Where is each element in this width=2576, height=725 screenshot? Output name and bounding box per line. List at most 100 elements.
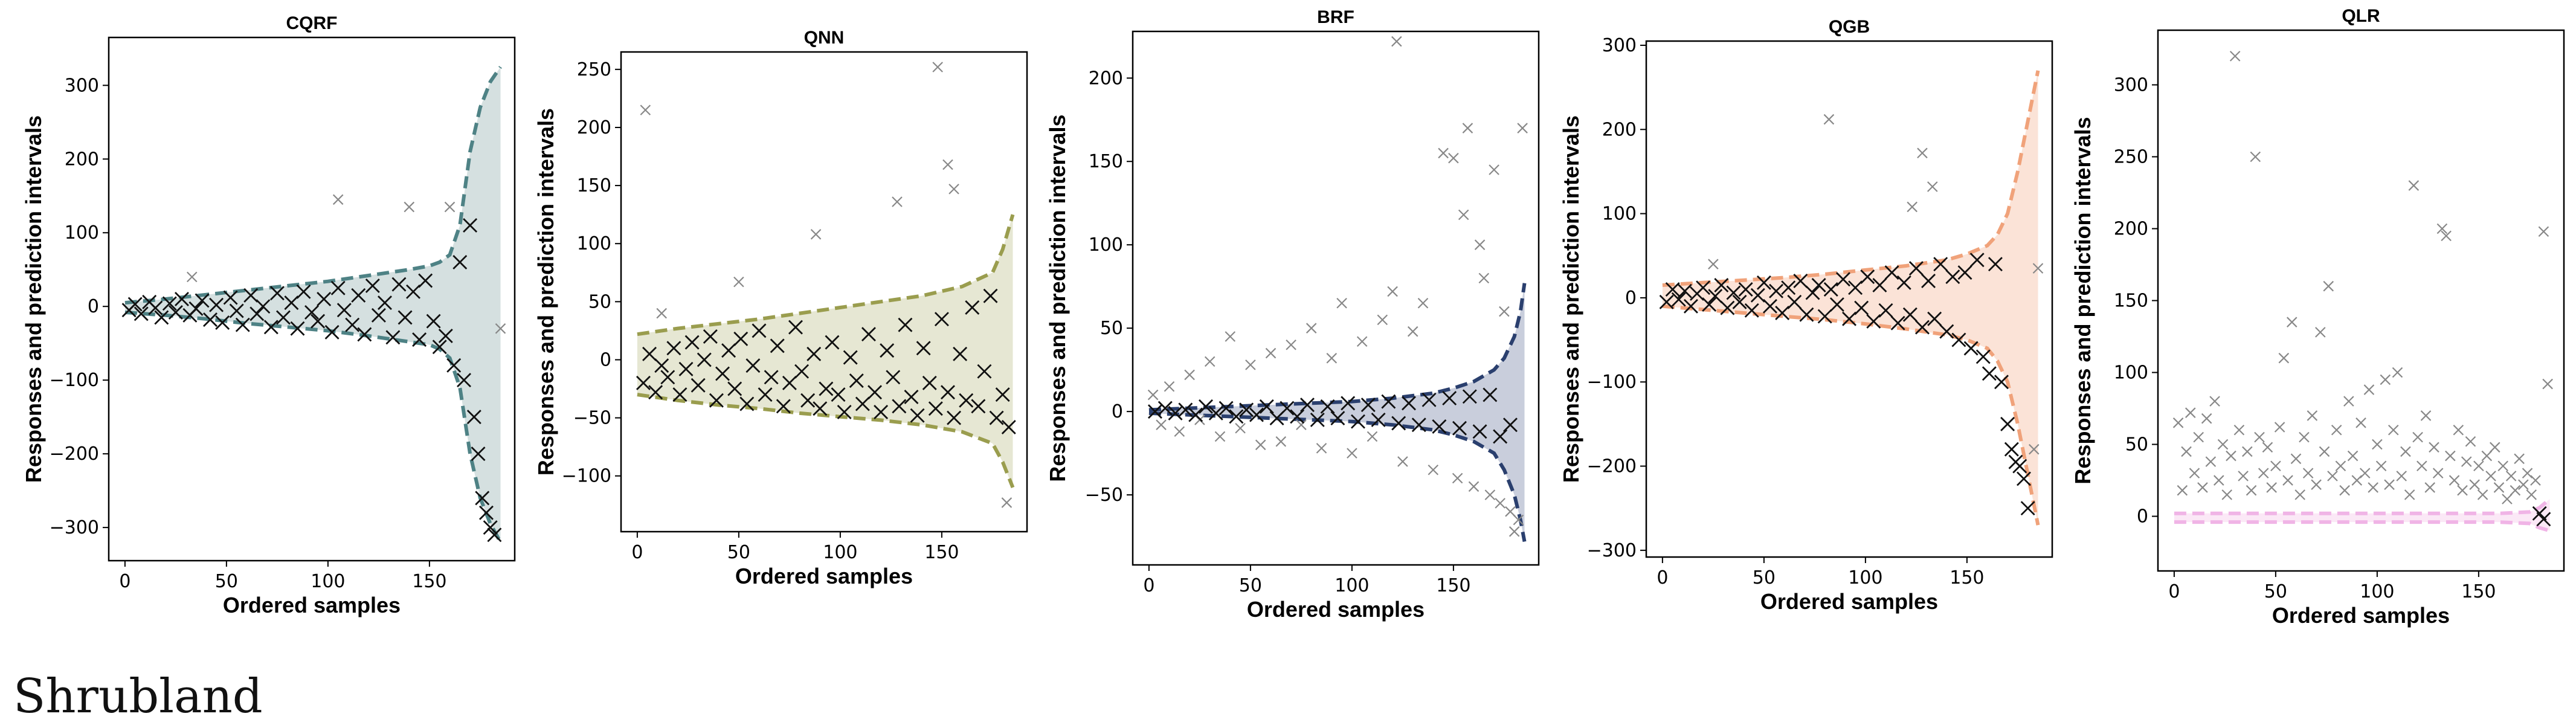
y-tick-label: 0 [600,349,611,370]
data-point-outside-interval [2514,453,2525,465]
data-point-inside-interval [703,329,718,344]
data-point-outside-interval [2307,410,2318,421]
y-tick-label: −100 [50,370,99,391]
y-tick-label: −300 [50,517,99,538]
data-point-inside-interval [229,303,244,318]
data-point-inside-interval [678,361,694,376]
data-point-inside-interval [1957,265,1972,280]
data-point-inside-interval [418,273,433,288]
data-point-inside-interval [324,324,340,340]
data-point-inside-interval [269,286,285,301]
data-point-outside-interval [2526,489,2537,500]
data-point-outside-interval [2502,494,2513,504]
data-point-outside-interval [2441,230,2452,242]
data-point-inside-interval [1817,309,1832,324]
data-point-outside-interval [1438,147,1449,159]
data-point-inside-interval [1914,320,1930,335]
data-point-inside-interval [2020,501,2035,516]
data-point-inside-interval [1391,416,1406,431]
data-point-inside-interval [432,340,447,355]
x-axis-label: Ordered samples [1760,589,1938,614]
data-point-inside-interval [709,393,724,408]
data-point-inside-interval [1371,412,1386,427]
data-point-inside-interval [1493,429,1508,444]
data-point-inside-interval [825,335,840,350]
data-point-inside-interval [666,341,681,356]
data-point-inside-interval [1452,420,1467,436]
data-point-outside-interval [2181,446,2192,457]
data-point-outside-interval [2368,482,2378,493]
data-point-inside-interval [880,343,895,358]
y-tick-label: 250 [577,59,611,80]
data-point-inside-interval [466,410,481,425]
y-tick-label: 100 [1602,204,1637,225]
data-point-inside-interval [263,320,279,335]
data-point-outside-interval [2489,442,2500,453]
data-point-outside-interval [2400,446,2411,457]
data-point-outside-interval [1377,314,1388,326]
prediction-interval-upper-line [2174,497,2551,515]
data-point-outside-interval [2404,489,2415,500]
data-point-inside-interval [855,396,870,411]
data-point-inside-interval [1878,303,1893,318]
data-point-outside-interval [2481,450,2493,462]
data-point-inside-interval [1001,419,1016,434]
data-point-inside-interval [457,373,471,388]
data-point-inside-interval [209,297,224,312]
data-point-inside-interval [1198,399,1213,414]
y-tick-label: 0 [2137,506,2148,527]
data-point-outside-interval [1316,443,1327,454]
data-point-outside-interval [186,271,198,283]
data-point-outside-interval [1407,326,1418,337]
data-point-outside-interval [2497,460,2508,472]
data-point-outside-interval [2424,482,2436,493]
data-point-outside-interval [2290,453,2302,465]
data-point-outside-interval [2262,442,2273,453]
data-point-inside-interval [1896,275,1911,290]
data-point-inside-interval [148,300,163,315]
data-point-outside-interval [2286,317,2297,327]
data-point-inside-interval [1884,265,1899,280]
y-tick-label: 100 [2114,362,2148,384]
data-point-inside-interval [1835,272,1850,287]
prediction-interval-lower-line [1662,304,2040,526]
data-point-inside-interval [1787,294,1802,309]
chart-panel-qnn: QNN 0 50 100 150 −100 −50 0 50 100 150 200 250 Ordere… [533,28,1028,588]
data-point-outside-interval [1245,359,1256,370]
y-tick-label: 200 [1089,68,1123,89]
data-point-inside-interval [940,385,955,400]
data-point-inside-interval [330,280,346,295]
data-point-inside-interval [2000,416,2015,431]
data-point-inside-interval [1178,402,1193,417]
y-tick-label: 0 [88,296,99,317]
data-point-outside-interval [2197,482,2208,493]
data-point-outside-interval [2384,479,2395,490]
data-point-outside-interval [2217,439,2229,450]
data-point-inside-interval [162,296,177,311]
data-point-outside-interval [1462,123,1473,134]
data-point-inside-interval [1902,307,1918,322]
data-point-inside-interval [195,293,210,308]
data-point-outside-interval [2270,460,2281,472]
data-point-inside-interval [134,306,149,321]
data-point-outside-interval [2331,424,2342,436]
data-point-inside-interval [752,323,767,338]
plot-frame [1132,30,1540,566]
data-point-inside-interval [1945,269,1960,285]
data-point-outside-interval [656,308,667,319]
data-point-outside-interval [2278,352,2290,364]
data-point-outside-interval [1448,152,1459,164]
data-point-inside-interval [1744,303,1759,318]
data-point-inside-interval [1229,409,1244,424]
data-point-inside-interval [452,255,468,270]
y-tick-label: −50 [573,408,611,429]
data-point-outside-interval [2363,384,2375,395]
data-point-inside-interval [1659,294,1674,309]
y-tick-label: 50 [2125,434,2148,456]
data-point-inside-interval [483,520,498,535]
data-point-outside-interval [2032,263,2044,274]
data-point-outside-interval [1184,369,1195,381]
data-point-inside-interval [886,370,901,385]
data-point-inside-interval [934,312,949,327]
data-point-inside-interval [2012,459,2027,474]
